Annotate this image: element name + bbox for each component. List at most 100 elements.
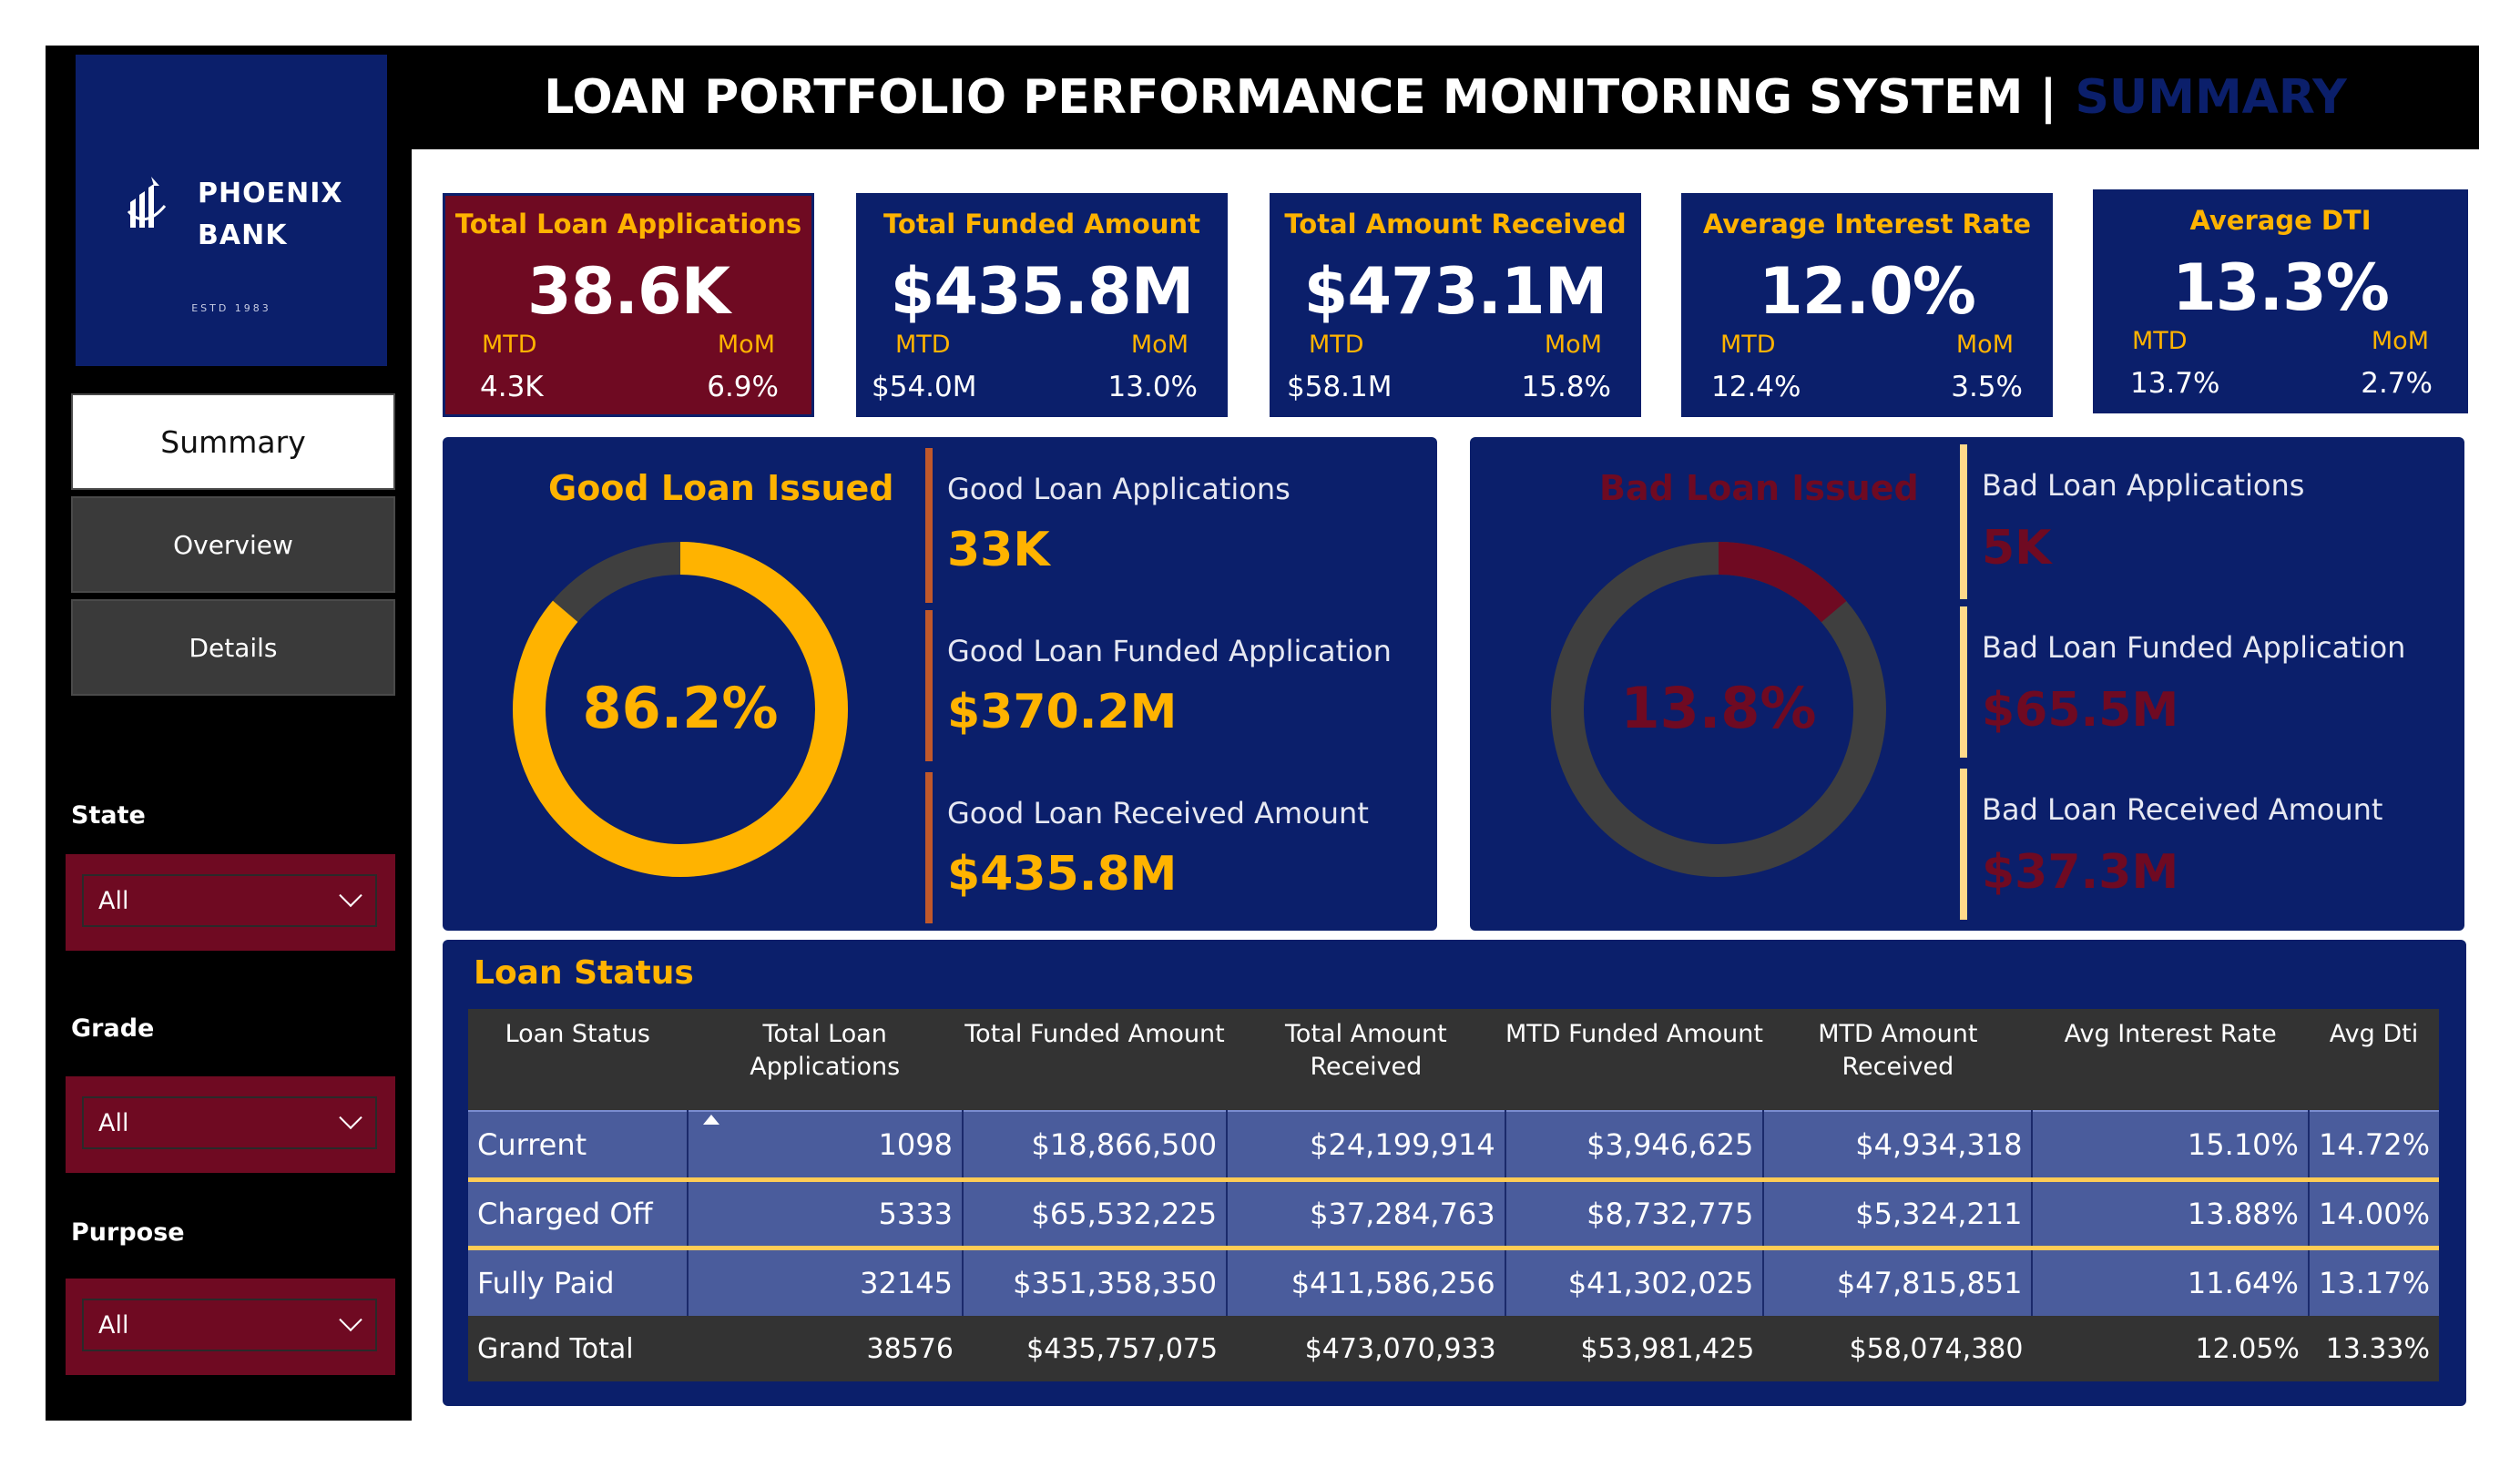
- bad-loan-panel: Bad Loan Issued 13.8% Bad Loan Applicati…: [1470, 437, 2464, 931]
- good-loan-applications-value: 33K: [947, 523, 1050, 577]
- bad-loan-received-value: $37.3M: [1982, 845, 2179, 900]
- nav-details-button[interactable]: Details: [71, 599, 395, 696]
- good-loan-percent: 86.2%: [582, 675, 778, 741]
- state-filter[interactable]: All: [66, 854, 395, 951]
- table-cell: $47,815,851: [1763, 1245, 2034, 1316]
- brand-estd: ESTD 1983: [191, 302, 271, 314]
- table-cell: Fully Paid: [468, 1245, 689, 1316]
- table-row: Charged Off 5333 $65,532,225 $37,284,763…: [468, 1177, 2439, 1248]
- kpi-card-total-loan-applications: Total Loan Applications 38.6K MTD MoM 4.…: [443, 193, 814, 417]
- column-header-total-funded-amount[interactable]: Total Funded Amount: [962, 1009, 1228, 1111]
- bad-loan-funded-label: Bad Loan Funded Application: [1982, 630, 2406, 665]
- kpi-value: $473.1M: [1303, 254, 1608, 329]
- kpi-title: Total Loan Applications: [454, 209, 802, 239]
- table-cell: 12.05%: [2195, 1332, 2300, 1365]
- table-cell: 13.88%: [2032, 1177, 2310, 1248]
- kpi-card-average-interest-rate: Average Interest Rate 12.0% MTD MoM 12.4…: [1681, 193, 2053, 417]
- grade-filter[interactable]: All: [66, 1076, 395, 1173]
- nav-overview-button[interactable]: Overview: [71, 496, 395, 593]
- kpi-mom-label: MoM: [1544, 331, 1602, 359]
- bad-loan-received-label: Bad Loan Received Amount: [1982, 792, 2383, 827]
- column-header-total-amount-received[interactable]: Total Amount Received: [1227, 1009, 1505, 1111]
- table-cell: Charged Off: [468, 1177, 689, 1248]
- bad-loan-donut-arc: [1551, 542, 1886, 877]
- purpose-filter-label: Purpose: [71, 1218, 185, 1247]
- kpi-mtd-value: 4.3K: [480, 371, 544, 403]
- page-title: LOAN PORTFOLIO PERFORMANCE MONITORING SY…: [544, 70, 2057, 125]
- purpose-filter-value: All: [98, 1310, 129, 1340]
- kpi-mtd-label: MTD: [895, 331, 951, 359]
- loan-status-panel: Loan Status Loan Status Total Loan Appli…: [443, 940, 2466, 1406]
- state-filter-value: All: [98, 886, 129, 915]
- kpi-card-total-amount-received: Total Amount Received $473.1M MTD MoM $5…: [1270, 193, 1641, 417]
- kpi-mom-label: MoM: [1955, 331, 2014, 359]
- table-cell: 13.17%: [2308, 1245, 2439, 1316]
- table-cell: 32145: [687, 1245, 964, 1316]
- table-cell: $24,199,914: [1227, 1110, 1506, 1179]
- state-dropdown[interactable]: All: [82, 874, 377, 927]
- page-header: LOAN PORTFOLIO PERFORMANCE MONITORING SY…: [412, 46, 2479, 149]
- kpi-mtd-value: $58.1M: [1287, 371, 1393, 403]
- column-header-avg-dti[interactable]: Avg Dti: [2308, 1009, 2439, 1111]
- table-cell: 1098: [687, 1110, 964, 1179]
- table-cell: $18,866,500: [962, 1110, 1229, 1179]
- nav-summary-button[interactable]: Summary: [71, 393, 395, 490]
- loan-status-table: Loan Status Total Loan Applications Tota…: [468, 1009, 2439, 1381]
- kpi-mom-value: 13.0%: [1107, 371, 1198, 403]
- brand-name: PHOENIX BANK: [198, 178, 343, 251]
- metric-divider: [925, 448, 933, 603]
- kpi-mom-value: 2.7%: [2361, 367, 2433, 400]
- metric-divider: [1960, 444, 1967, 599]
- kpi-title: Total Funded Amount: [883, 209, 1200, 239]
- table-cell: $5,324,211: [1763, 1177, 2034, 1248]
- kpi-value: $435.8M: [890, 254, 1195, 329]
- metric-divider: [925, 610, 933, 761]
- good-loan-received-label: Good Loan Received Amount: [947, 796, 1369, 830]
- grade-dropdown[interactable]: All: [82, 1096, 377, 1149]
- good-loan-received-value: $435.8M: [947, 847, 1178, 902]
- good-loan-funded-value: $370.2M: [947, 685, 1178, 739]
- sort-ascending-icon[interactable]: [703, 1115, 719, 1125]
- bad-loan-percent: 13.8%: [1620, 675, 1816, 741]
- kpi-mom-label: MoM: [717, 331, 775, 359]
- metric-divider: [1960, 606, 1967, 758]
- good-loan-panel: Good Loan Issued 86.2% Good Loan Applica…: [443, 437, 1437, 931]
- table-cell: $3,946,625: [1505, 1110, 1765, 1179]
- table-cell: $41,302,025: [1505, 1245, 1765, 1316]
- chevron-down-icon: [339, 1105, 362, 1130]
- table-cell: $411,586,256: [1227, 1245, 1506, 1316]
- column-header-avg-interest-rate[interactable]: Avg Interest Rate: [2032, 1009, 2309, 1111]
- kpi-mtd-label: MTD: [1720, 331, 1776, 359]
- kpi-mom-value: 15.8%: [1521, 371, 1611, 403]
- grade-filter-value: All: [98, 1108, 129, 1137]
- purpose-filter[interactable]: All: [66, 1279, 395, 1375]
- table-header-row: Loan Status Total Loan Applications Tota…: [468, 1009, 2439, 1111]
- table-cell: 13.33%: [2325, 1332, 2430, 1365]
- table-cell: 14.72%: [2308, 1110, 2439, 1179]
- table-row: Current 1098 $18,866,500 $24,199,914 $3,…: [468, 1110, 2439, 1179]
- table-cell: $53,981,425: [1580, 1332, 1755, 1365]
- table-cell: 5333: [687, 1177, 964, 1248]
- table-cell: $473,070,933: [1304, 1332, 1496, 1365]
- state-filter-label: State: [71, 801, 146, 830]
- kpi-mtd-value: $54.0M: [872, 371, 977, 403]
- kpi-mom-label: MoM: [2371, 327, 2429, 355]
- bad-loan-applications-value: 5K: [1982, 521, 2052, 576]
- table-cell: Current: [468, 1110, 689, 1179]
- kpi-title: Average DTI: [2189, 205, 2372, 236]
- column-header-loan-status[interactable]: Loan Status: [468, 1009, 688, 1111]
- bad-loan-donut-chart: 13.8%: [1551, 542, 1886, 877]
- column-header-mtd-funded-amount[interactable]: MTD Funded Amount: [1505, 1009, 1764, 1111]
- table-cell: $4,934,318: [1763, 1110, 2034, 1179]
- table-cell: Grand Total: [477, 1332, 634, 1365]
- good-loan-donut-chart: 86.2%: [513, 542, 848, 877]
- column-header-total-loan-applications[interactable]: Total Loan Applications: [687, 1009, 963, 1111]
- purpose-dropdown[interactable]: All: [82, 1299, 377, 1351]
- kpi-mom-label: MoM: [1130, 331, 1189, 359]
- column-header-mtd-amount-received[interactable]: MTD Amount Received: [1763, 1009, 2033, 1111]
- good-loan-donut-arc: [513, 542, 848, 877]
- bad-loan-applications-label: Bad Loan Applications: [1982, 468, 2305, 503]
- chevron-down-icon: [339, 1308, 362, 1332]
- kpi-mtd-label: MTD: [2132, 327, 2188, 355]
- table-cell: $8,732,775: [1505, 1177, 1765, 1248]
